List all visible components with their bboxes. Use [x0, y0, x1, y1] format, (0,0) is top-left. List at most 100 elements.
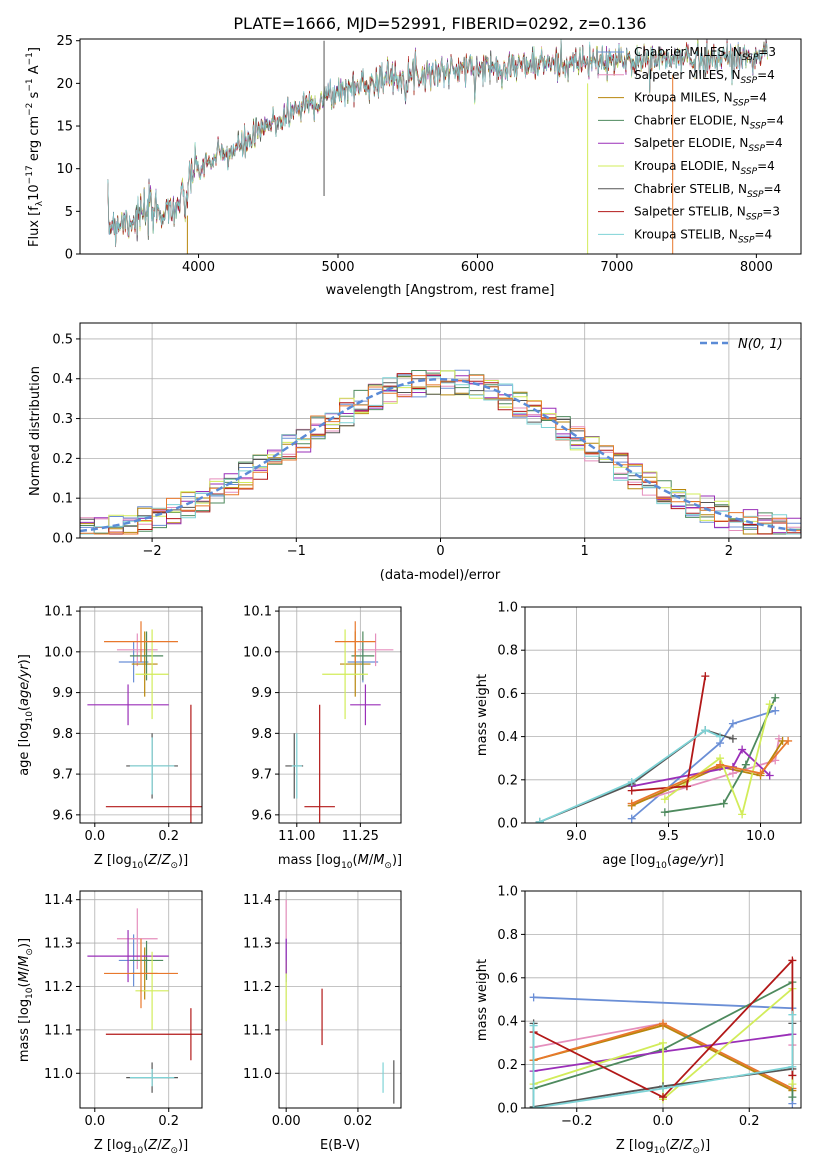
- weight-marker: [682, 782, 691, 791]
- x-tick-label: 5000: [321, 260, 354, 275]
- errorbar-point: [129, 631, 164, 681]
- panel-age-vs-Z: 0.0 0.2 9.6 9.7 9.8 9.9 10.0 10.1 Z [log10(Z/Z⊙)…: [17, 605, 203, 871]
- legend-item: Kroupa STELIB, NSSP=4: [598, 227, 772, 245]
- y-tick-label: 11.1: [44, 1023, 73, 1038]
- x-tick-label: 0.00: [272, 1114, 301, 1129]
- x-tick-label: 0.02: [343, 1114, 372, 1129]
- weight-marker: [788, 1093, 797, 1102]
- svg-text:Z [log10(Z/Z⊙)]: Z [log10(Z/Z⊙)]: [94, 1138, 188, 1156]
- y-tick-label: 0.8: [497, 644, 518, 659]
- weight-marker: [738, 810, 747, 819]
- y-tick-label: 0.0: [497, 817, 518, 832]
- y-tick-label: 9.6: [52, 808, 73, 823]
- x-tick-label: 4000: [182, 260, 215, 275]
- y-tick-label: 0.0: [497, 1102, 518, 1117]
- weight-marker: [756, 769, 765, 778]
- weight-marker: [788, 1010, 797, 1019]
- plot-area: [285, 621, 394, 823]
- y-tick-label: 10: [56, 162, 73, 177]
- x-axis-label: age [log10(age/yr)]: [602, 853, 724, 871]
- x-tick-label: 0.2: [739, 1114, 760, 1129]
- x-axis-label: Z [log10(Z/Z⊙)]: [94, 1138, 188, 1156]
- errorbar-point: [129, 1068, 175, 1087]
- y-tick-label: 9.6: [251, 808, 272, 823]
- weight-marker: [788, 1080, 797, 1089]
- y-tick-label: 10.1: [243, 605, 272, 620]
- y-tick-label: 11.2: [44, 980, 73, 995]
- y-tick-label: 0.4: [52, 372, 73, 387]
- y-tick-label: 1.0: [497, 601, 518, 616]
- errorbar-point: [87, 930, 169, 983]
- x-tick-label: 7000: [600, 260, 633, 275]
- y-tick-label: 10.1: [44, 605, 73, 620]
- weight-marker: [716, 732, 725, 741]
- weight-marker: [728, 719, 737, 728]
- y-tick-label: 0.2: [52, 452, 73, 467]
- y-tick-label: 9.8: [52, 727, 73, 742]
- svg-text:age [log10(age/yr)]: age [log10(age/yr)]: [17, 654, 35, 776]
- svg-text:Chabrier MILES, NSSP=3: Chabrier MILES, NSSP=3: [634, 45, 776, 63]
- weight-marker: [738, 745, 747, 754]
- errorbar-point: [135, 629, 169, 720]
- axes-frame: 0.00 0.02 11.0 11.1 11.2 11.3 11.4: [243, 890, 402, 1129]
- x-tick-label: 2: [725, 544, 733, 559]
- y-tick-label: 11.2: [243, 980, 272, 995]
- y-tick-label: 9.9: [251, 686, 272, 701]
- weight-line: [631, 740, 784, 807]
- y-tick-label: 10.0: [44, 645, 73, 660]
- errorbar-point: [118, 641, 149, 683]
- errorbar-point: [322, 629, 368, 720]
- x-tick-label: 0.0: [84, 1114, 105, 1129]
- x-axis-label: E(B-V): [320, 1138, 360, 1153]
- weight-marker: [719, 799, 728, 808]
- legend: N(0, 1): [700, 337, 783, 352]
- y-tick-label: 11.4: [44, 893, 73, 908]
- weight-line: [631, 709, 776, 820]
- x-tick-label: −1: [287, 544, 306, 559]
- errorbar-point: [350, 684, 381, 726]
- y-tick-label: 0: [65, 248, 73, 263]
- svg-text:Kroupa STELIB, NSSP=4: Kroupa STELIB, NSSP=4: [634, 227, 772, 245]
- x-tick-label: 0.2: [158, 1114, 179, 1129]
- panel-mass-vs-Z: 0.0 0.2 11.0 11.1 11.2 11.3 11.4 Z [log10(Z/Z⊙)…: [17, 890, 203, 1156]
- errorbar-point: [87, 684, 169, 726]
- weight-marker: [659, 1019, 667, 1028]
- errorbar-point: [357, 633, 394, 667]
- weight-marker: [627, 777, 636, 786]
- axes-frame: 9.0 9.5 10.0 0.0 0.2 0.4 0.6 0.8 1.0: [497, 601, 802, 844]
- y-tick-label: 11.1: [243, 1023, 272, 1038]
- weight-marker: [741, 760, 750, 769]
- y-tick-label: 11.3: [243, 937, 272, 952]
- x-tick-label: 0: [436, 544, 444, 559]
- x-tick-label: 10.0: [746, 829, 775, 844]
- axes-frame: 11.00 11.25 9.6 9.7 9.8 9.9 10.0 10.1: [243, 605, 402, 844]
- weight-marker: [728, 734, 737, 743]
- errorbar-point: [104, 621, 178, 663]
- weight-marker: [716, 760, 725, 769]
- svg-text:age [log10(age/yr)]: age [log10(age/yr)]: [602, 853, 724, 871]
- plot-area: [529, 956, 797, 1108]
- y-axis-label: Flux [fλ10−17 erg cm−2 s−1 A−1]: [25, 47, 45, 247]
- x-tick-label: 0.0: [84, 829, 105, 844]
- weight-line: [539, 729, 734, 823]
- panel-weight-vs-Z: −0.2 0.0 0.2 0.0 0.2 0.4 0.6 0.8 1.0 Z [log10(Z/Z…: [475, 885, 802, 1156]
- y-tick-label: 10.0: [243, 645, 272, 660]
- errorbar-point: [291, 733, 302, 799]
- weight-line: [664, 697, 777, 814]
- weight-marker: [659, 1084, 667, 1093]
- y-tick-label: 1.0: [497, 885, 518, 900]
- weight-marker: [529, 1021, 538, 1030]
- histogram-step: [80, 374, 801, 535]
- weight-marker: [701, 672, 710, 681]
- x-tick-label: 0.0: [653, 1114, 674, 1129]
- legend-item: Salpeter ELODIE, NSSP=4: [598, 136, 783, 154]
- plot-area: [285, 899, 395, 1104]
- legend-item: Salpeter STELIB, NSSP=3: [598, 205, 780, 223]
- y-tick-label: 0.6: [497, 971, 518, 986]
- y-tick-label: 0.2: [497, 773, 518, 788]
- svg-text:mass [log10(M/M⊙)]: mass [log10(M/M⊙)]: [278, 853, 402, 871]
- x-tick-label: 6000: [461, 260, 494, 275]
- weight-marker: [788, 1071, 797, 1080]
- y-axis-label: mass [log10(M/M⊙)]: [17, 938, 35, 1062]
- x-tick-label: 9.0: [566, 829, 587, 844]
